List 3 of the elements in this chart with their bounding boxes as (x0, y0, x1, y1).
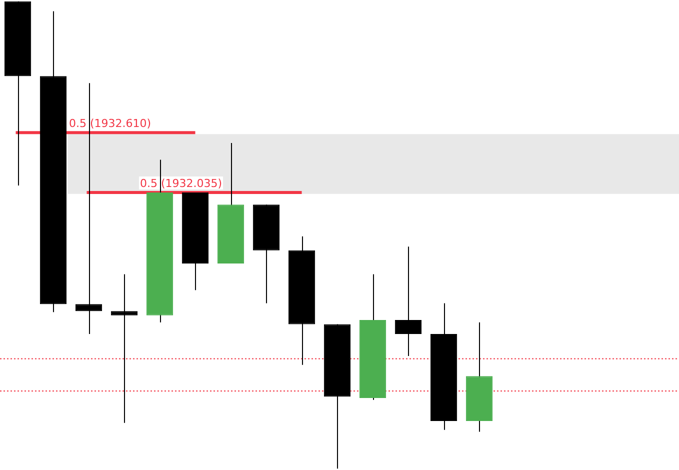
annotation: 0.5 (1932.035) (140, 176, 222, 190)
annotation: 0.5 (1932.610) (69, 117, 152, 130)
candlestick (110, 274, 138, 424)
